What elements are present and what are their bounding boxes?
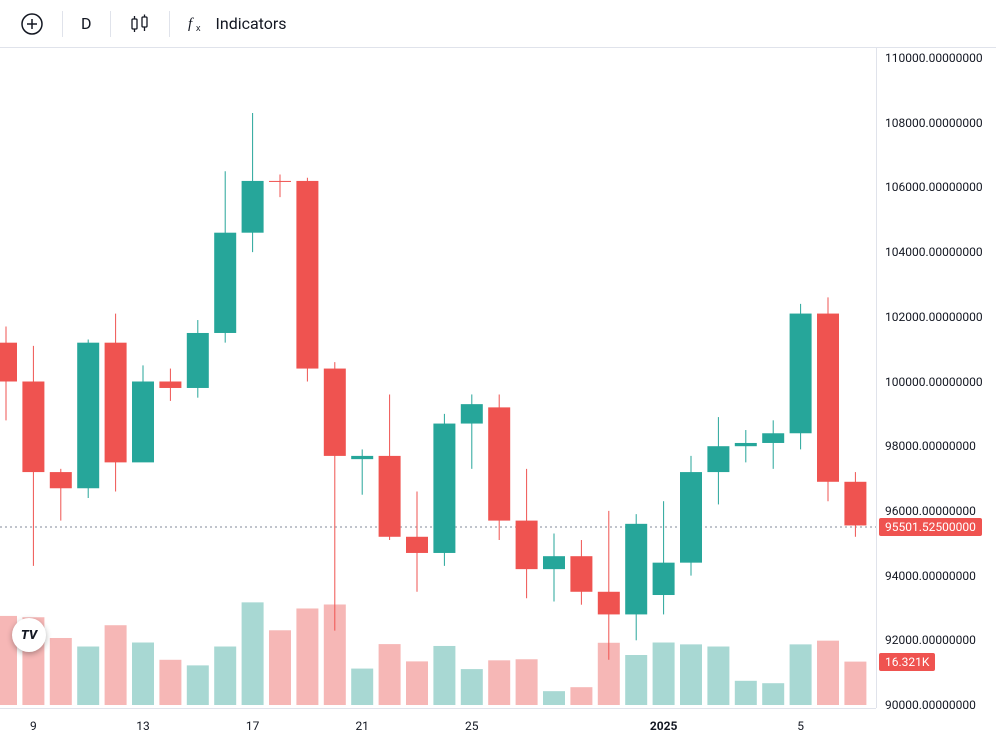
time-tick-label: 13 bbox=[136, 719, 150, 733]
volume-bar bbox=[844, 662, 866, 705]
candle-body bbox=[433, 424, 455, 553]
time-tick-label: 9 bbox=[30, 719, 37, 733]
candle-body bbox=[653, 563, 675, 595]
candle-body bbox=[790, 314, 812, 434]
volume-bar bbox=[735, 681, 757, 705]
price-tick-label: 90000.00000000 bbox=[885, 698, 976, 712]
volume-bar bbox=[790, 644, 812, 705]
timeframe-button[interactable]: D bbox=[67, 7, 106, 41]
candle-body bbox=[844, 482, 866, 526]
candle-body bbox=[50, 472, 72, 488]
volume-bar bbox=[187, 665, 209, 705]
time-axis[interactable]: 9 13 17 21 25 2025 5 bbox=[0, 708, 876, 755]
fx-icon: f x bbox=[188, 15, 208, 33]
volume-bar bbox=[351, 669, 373, 705]
price-tick-label: 98000.00000000 bbox=[885, 439, 976, 453]
candle-body bbox=[488, 407, 510, 520]
candle-body bbox=[735, 443, 757, 446]
plus-circle-icon bbox=[20, 12, 44, 36]
price-axis[interactable]: 90000.0000000092000.0000000094000.000000… bbox=[876, 48, 996, 708]
time-tick-label: 17 bbox=[246, 719, 260, 733]
candle-body bbox=[707, 446, 729, 472]
volume-bar bbox=[707, 647, 729, 706]
candle-body bbox=[105, 343, 127, 463]
volume-bar bbox=[817, 641, 839, 705]
candle-body bbox=[543, 556, 565, 569]
add-button[interactable] bbox=[6, 7, 58, 41]
chart-pane[interactable]: TV bbox=[0, 48, 876, 708]
volume-bar bbox=[461, 669, 483, 705]
volume-bar bbox=[379, 644, 401, 705]
volume-bar bbox=[680, 644, 702, 705]
toolbar: D f x Indicators bbox=[0, 0, 996, 48]
time-tick-label: 21 bbox=[355, 719, 369, 733]
candle-body bbox=[132, 382, 154, 463]
volume-bar bbox=[159, 660, 181, 705]
candle-body bbox=[379, 456, 401, 537]
candle-body bbox=[269, 181, 291, 182]
candle-body bbox=[324, 369, 346, 456]
indicators-label: Indicators bbox=[216, 14, 287, 33]
toolbar-separator bbox=[110, 11, 111, 37]
candle-body bbox=[242, 181, 264, 233]
price-tick-label: 108000.00000000 bbox=[885, 116, 983, 130]
price-tick-label: 94000.00000000 bbox=[885, 569, 976, 583]
svg-text:f: f bbox=[188, 16, 194, 32]
candle-body bbox=[598, 592, 620, 615]
price-tick-label: 110000.00000000 bbox=[885, 51, 983, 65]
candle-body bbox=[22, 382, 44, 473]
candle-body bbox=[159, 382, 181, 388]
volume-bar bbox=[132, 643, 154, 705]
volume-bar bbox=[406, 661, 428, 705]
volume-bar bbox=[433, 646, 455, 705]
toolbar-separator bbox=[169, 11, 170, 37]
candle-body bbox=[680, 472, 702, 563]
volume-bar bbox=[625, 655, 647, 705]
price-tick-label: 92000.00000000 bbox=[885, 633, 976, 647]
candle-body bbox=[625, 524, 647, 615]
volume-bar bbox=[242, 602, 264, 705]
volume-bar bbox=[570, 687, 592, 705]
volume-bar bbox=[105, 625, 127, 705]
volume-bar bbox=[488, 660, 510, 705]
tv-logo[interactable]: TV bbox=[12, 618, 46, 652]
volume-bar bbox=[296, 608, 318, 705]
candle-body bbox=[187, 333, 209, 388]
time-tick-label: 5 bbox=[797, 719, 804, 733]
time-tick-label: 2025 bbox=[650, 719, 678, 733]
candle-body bbox=[570, 556, 592, 592]
price-tick-label: 102000.00000000 bbox=[885, 310, 983, 324]
volume-bar bbox=[50, 638, 72, 705]
candle-body bbox=[0, 343, 17, 382]
svg-text:x: x bbox=[196, 23, 201, 33]
volume-bar bbox=[653, 643, 675, 705]
candlestick-icon bbox=[129, 14, 151, 34]
current-price-label: 95501.52500000 bbox=[879, 518, 982, 536]
chart-type-button[interactable] bbox=[115, 7, 165, 41]
volume-bar bbox=[516, 659, 538, 705]
candle-body bbox=[817, 314, 839, 482]
price-tick-label: 106000.00000000 bbox=[885, 180, 983, 194]
price-tick-label: 104000.00000000 bbox=[885, 245, 983, 259]
candle-body bbox=[461, 404, 483, 423]
candle-body bbox=[296, 181, 318, 369]
volume-bar bbox=[77, 647, 99, 706]
price-tick-label: 96000.00000000 bbox=[885, 504, 976, 518]
candle-body bbox=[77, 343, 99, 489]
candle-body bbox=[351, 456, 373, 459]
time-tick-label: 25 bbox=[465, 719, 479, 733]
candle-body bbox=[516, 521, 538, 570]
volume-bar bbox=[543, 691, 565, 705]
candle-body bbox=[214, 233, 236, 333]
candle-body bbox=[762, 433, 784, 443]
chart-svg bbox=[0, 48, 876, 708]
current-volume-label: 16.321K bbox=[879, 653, 935, 671]
toolbar-separator bbox=[62, 11, 63, 37]
candle-body bbox=[406, 537, 428, 553]
indicators-button[interactable]: f x Indicators bbox=[174, 7, 301, 41]
volume-bar bbox=[269, 630, 291, 705]
volume-bar bbox=[762, 683, 784, 705]
price-tick-label: 100000.00000000 bbox=[885, 375, 983, 389]
volume-bar bbox=[214, 647, 236, 706]
